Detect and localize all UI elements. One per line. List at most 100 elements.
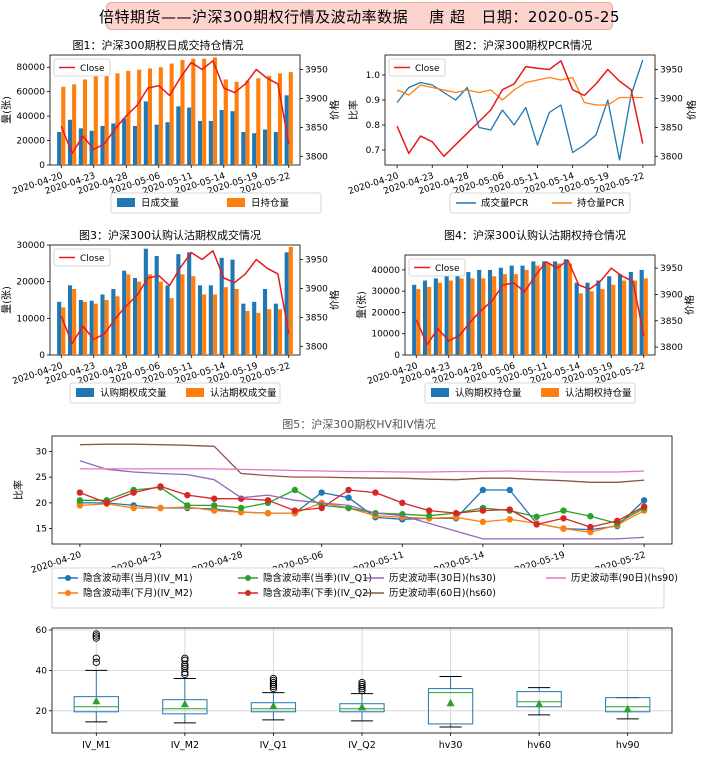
fig4-chart: 图4：沪深300认购认沽期权持仓情况 0 10000 20000 30000 40000 3… <box>356 228 696 404</box>
fig4-bar-2 <box>481 278 486 355</box>
fig3-chart: 图3：沪深300认购认沽期权成交情况 0 10000 20000 30000 3800 38… <box>1 228 341 404</box>
fig5-legend-label-7: 历史波动率(90日)(hs90) <box>571 572 678 584</box>
fig4-bar-2 <box>557 263 562 355</box>
fig2-line-2 <box>396 76 643 106</box>
fig3-bar-1 <box>230 259 235 355</box>
fig1-ytick-label: 80000 <box>16 63 45 73</box>
fig4-bar-2 <box>622 280 627 355</box>
fig1-bar-2 <box>147 68 153 165</box>
fig4-bar-2 <box>427 286 432 355</box>
fig3-plot-frame <box>49 244 301 356</box>
fig1-bar-1 <box>241 132 246 165</box>
fig4-bar-1 <box>531 261 536 355</box>
fig4-bar-1 <box>422 280 428 355</box>
fig6-mean-marker <box>535 699 544 708</box>
fig3-legend-label-1: 认购期权成交量 <box>100 387 167 399</box>
fig3-bar-1 <box>241 303 246 355</box>
fig4-y2tick-label: 3800 <box>660 343 683 353</box>
fig3-bar-1 <box>67 285 73 355</box>
fig1-bar-1 <box>122 118 127 165</box>
fig5-line-2 <box>79 502 645 533</box>
fig4-bar-2 <box>600 289 605 355</box>
fig4-legend-swatch-1 <box>431 388 449 397</box>
fig5-marker-4 <box>452 509 460 517</box>
fig6-xtick-label: IV_M1 <box>82 740 110 751</box>
fig6-outlier <box>92 658 100 666</box>
fig3-title: 图3：沪深300认购认沽期权成交情况 <box>79 228 261 242</box>
fig3-y2tick-label: 3900 <box>305 284 328 294</box>
fig1-ytick-label: 0 <box>39 161 45 171</box>
fig5-marker-1 <box>506 486 513 494</box>
fig1-bar-1 <box>57 132 62 165</box>
fig4-close-legend-label: Close <box>435 264 460 274</box>
fig1-y2label: 价格 <box>328 100 341 120</box>
fig2-ytick-label: 0.9 <box>366 96 381 106</box>
fig3-bar-2 <box>245 311 250 355</box>
fig2-legend-label-1: 成交量PCR <box>481 197 529 209</box>
fig1-chart: 图1：沪深300期权日成交持仓情况 0 20000 40000 60000 80000 38… <box>1 38 341 214</box>
fig1-ytick-label: 60000 <box>16 88 45 98</box>
fig3-bar-1 <box>176 254 181 355</box>
fig5-ytick-label: 30 <box>36 447 48 457</box>
fig5-marker-2 <box>76 502 84 509</box>
fig5-marker-4 <box>103 499 110 507</box>
fig1-bar-2 <box>191 58 196 165</box>
fig3-bar-2 <box>277 309 283 355</box>
fig1-bar-2 <box>93 75 98 165</box>
fig3-close-legend-label: Close <box>80 254 105 264</box>
fig6-ytick-label: 40 <box>36 666 48 676</box>
fig3-bar-1 <box>165 285 170 355</box>
fig5-marker-3 <box>425 512 433 519</box>
fig5-legend-marker-1 <box>65 575 71 581</box>
fig3-bar-1 <box>208 285 213 355</box>
fig4-bar-2 <box>492 276 497 355</box>
fig2-close-legend-box <box>388 58 446 77</box>
fig3-bar-2 <box>137 281 142 355</box>
fig4-bar-1 <box>509 265 514 355</box>
fig5-marker-4 <box>399 499 406 507</box>
fig1-bar-1 <box>78 128 83 165</box>
fig6-mean-marker <box>180 699 189 708</box>
fig6-outlier <box>269 676 278 685</box>
fig5-line-4 <box>79 485 645 528</box>
fig2-y2tick-label: 3850 <box>660 123 683 133</box>
fig1-bar-2 <box>223 79 228 165</box>
fig1-legend-box <box>110 192 322 214</box>
fig6-xtick-label: hv90 <box>616 740 640 751</box>
fig3-bar-1 <box>197 285 203 355</box>
report-header: 倍特期货——沪深300期权行情及波动率数据 唐 超 日期：2020-05-25 <box>99 2 620 30</box>
fig5-marker-4 <box>640 503 648 510</box>
fig6-outlier <box>92 632 100 640</box>
fig4-ytick-label: 40000 <box>371 266 400 276</box>
fig3-bar-2 <box>202 294 207 355</box>
fig5-marker-2 <box>506 516 513 523</box>
fig1-bar-2 <box>158 67 163 165</box>
fig4-bar-1 <box>466 272 471 355</box>
fig5-marker-1 <box>479 486 487 494</box>
fig6-outlier <box>181 656 189 664</box>
fig2-y2tick-label: 3900 <box>660 94 683 104</box>
fig1-bar-2 <box>115 73 120 165</box>
fig2-chart: 图2：沪深300期权PCR情况 0.7 0.8 0.9 1.0 3800 3850 3900 3… <box>347 38 698 214</box>
fig2-title: 图2：沪深300期权PCR情况 <box>454 38 592 52</box>
fig5-marker-4 <box>345 486 352 494</box>
fig4-bar-2 <box>513 274 518 355</box>
fig6-outlier <box>92 634 100 642</box>
fig3-bar-1 <box>100 294 105 355</box>
fig1-close-line <box>60 60 290 155</box>
fig4-legend-label-1: 认购期权持仓量 <box>455 387 522 399</box>
fig1-bar-1 <box>273 132 278 165</box>
fig5-legend-label-6: 历史波动率(60日)(hs60) <box>389 587 496 599</box>
fig6-box <box>73 696 119 713</box>
fig5-ytick-label: 25 <box>36 473 47 483</box>
fig1-close-legend-box <box>53 58 111 77</box>
fig1-bar-1 <box>165 122 170 165</box>
fig5-marker-1 <box>640 497 648 504</box>
fig5-legend-label-1: 隐含波动率(当月)(IV_M1) <box>83 572 193 584</box>
fig5-marker-3 <box>560 507 567 514</box>
fig1-ytick-label: 20000 <box>16 137 45 147</box>
fig6-mean-marker <box>92 696 101 705</box>
fig4-bar-1 <box>585 282 590 355</box>
fig4-y2tick-label: 3850 <box>660 317 683 327</box>
fig1-bar-2 <box>72 84 77 165</box>
